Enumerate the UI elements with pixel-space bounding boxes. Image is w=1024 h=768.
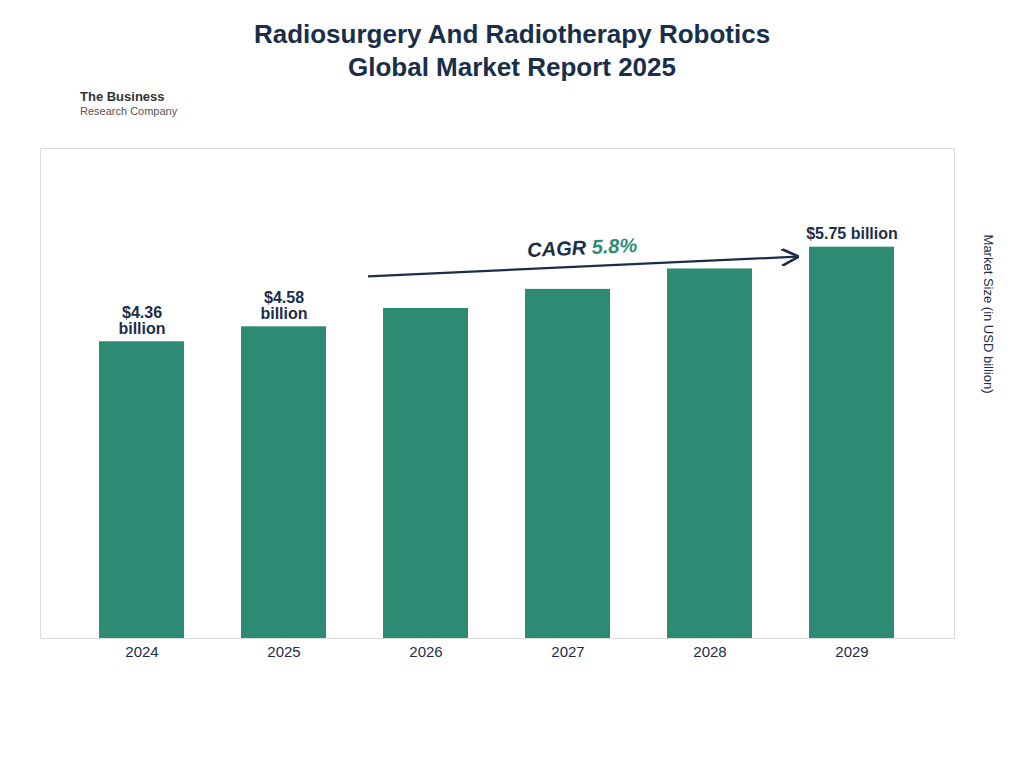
- svg-text:$4.36billion: $4.36billion: [118, 304, 165, 337]
- svg-text:$5.75 billion: $5.75 billion: [806, 225, 898, 242]
- svg-text:2028: 2028: [693, 643, 726, 660]
- html-text:Research Company: Research Company: [80, 104, 178, 117]
- svg-text:2029: 2029: [835, 643, 868, 660]
- svg-text:$4.58billion: $4.58billion: [260, 289, 307, 322]
- svg-text:2025: 2025: [267, 643, 300, 660]
- html-text:The Business: The Business: [80, 89, 165, 104]
- svg-text:CAGR 5.8%: CAGR 5.8%: [527, 234, 638, 261]
- svg-text:2026: 2026: [409, 643, 442, 660]
- svg-text:2024: 2024: [125, 643, 158, 660]
- svg-text:2027: 2027: [551, 643, 584, 660]
- svg-text:Market Size (in USD billion): Market Size (in USD billion): [981, 234, 996, 393]
- html-text:Radiosurgery And Radiotherapy: Radiosurgery And Radiotherapy Robotics G…: [253, 19, 771, 82]
